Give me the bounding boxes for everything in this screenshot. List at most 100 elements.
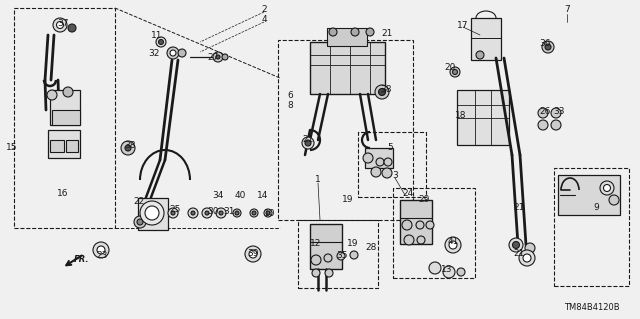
Text: 33: 33 (553, 108, 564, 116)
Circle shape (145, 206, 159, 220)
Circle shape (191, 211, 195, 215)
Circle shape (324, 254, 332, 262)
Circle shape (63, 87, 73, 97)
Text: 27: 27 (207, 54, 219, 63)
Text: 9: 9 (593, 204, 599, 212)
Circle shape (429, 262, 441, 274)
Text: 15: 15 (6, 144, 18, 152)
Text: 32: 32 (148, 49, 160, 58)
Bar (278, 40, 413, 220)
Circle shape (452, 70, 458, 75)
Text: 2: 2 (261, 5, 267, 14)
Text: 13: 13 (441, 265, 452, 275)
Circle shape (378, 88, 385, 95)
Bar (14, 8, 115, 228)
Text: 38: 38 (380, 85, 392, 94)
Bar (138, 198, 168, 230)
Circle shape (519, 250, 535, 266)
Circle shape (302, 137, 314, 149)
Circle shape (445, 237, 461, 253)
Circle shape (245, 246, 261, 262)
Text: 29: 29 (419, 196, 429, 204)
Text: 12: 12 (310, 240, 322, 249)
Bar (50, 140, 64, 152)
Bar (48, 130, 80, 158)
Circle shape (351, 28, 359, 36)
Text: 21: 21 (302, 136, 314, 145)
Circle shape (47, 90, 57, 100)
Text: 26: 26 (540, 108, 550, 116)
Circle shape (325, 269, 333, 277)
Circle shape (609, 195, 619, 205)
Bar (50, 90, 80, 125)
Text: 31: 31 (223, 206, 235, 216)
Circle shape (542, 41, 554, 53)
Circle shape (216, 208, 226, 218)
Circle shape (311, 255, 321, 265)
Circle shape (523, 254, 531, 262)
Text: 14: 14 (257, 190, 269, 199)
Circle shape (449, 241, 457, 249)
Circle shape (457, 268, 465, 276)
Circle shape (125, 145, 131, 151)
Bar (393, 188, 475, 278)
Bar (310, 42, 385, 94)
Circle shape (56, 21, 63, 28)
Text: 39: 39 (247, 249, 259, 258)
Circle shape (443, 266, 455, 278)
Circle shape (205, 211, 209, 215)
Text: 22: 22 (133, 197, 145, 206)
Circle shape (167, 47, 179, 59)
Circle shape (450, 67, 460, 77)
Text: 3: 3 (392, 170, 398, 180)
Text: 6: 6 (287, 91, 293, 100)
Text: 10: 10 (264, 209, 276, 218)
Circle shape (168, 208, 178, 218)
Circle shape (250, 209, 258, 217)
Circle shape (476, 51, 484, 59)
Bar (365, 148, 393, 168)
Circle shape (233, 209, 241, 217)
Text: 35: 35 (336, 250, 348, 259)
Bar (66, 140, 78, 152)
Text: 24: 24 (403, 189, 413, 197)
Circle shape (140, 201, 164, 225)
Circle shape (264, 209, 272, 217)
Circle shape (371, 167, 381, 177)
Circle shape (551, 120, 561, 130)
Circle shape (337, 252, 345, 260)
Bar (558, 175, 620, 215)
Circle shape (509, 238, 523, 252)
Bar (327, 28, 367, 46)
Bar (554, 168, 629, 286)
Text: 38: 38 (124, 140, 136, 150)
Circle shape (213, 52, 223, 62)
Circle shape (604, 184, 611, 191)
Circle shape (121, 141, 135, 155)
Text: 30: 30 (207, 206, 219, 216)
Circle shape (249, 250, 257, 258)
Circle shape (312, 269, 320, 277)
Bar (457, 90, 509, 145)
Circle shape (188, 208, 198, 218)
Text: 25: 25 (170, 205, 180, 214)
Circle shape (513, 241, 520, 249)
Circle shape (235, 211, 239, 215)
Text: 7: 7 (564, 5, 570, 14)
Circle shape (97, 246, 105, 254)
Circle shape (426, 221, 434, 229)
Text: 23: 23 (96, 251, 108, 261)
Text: 18: 18 (455, 110, 467, 120)
Text: 28: 28 (365, 243, 377, 253)
Circle shape (159, 40, 163, 44)
Circle shape (525, 243, 535, 253)
Circle shape (417, 236, 425, 244)
Text: 16: 16 (57, 189, 68, 197)
Circle shape (216, 55, 220, 59)
Circle shape (376, 158, 384, 166)
Circle shape (68, 24, 76, 32)
Circle shape (329, 28, 337, 36)
Text: 41: 41 (447, 236, 459, 246)
Circle shape (171, 211, 175, 215)
Text: 19: 19 (342, 196, 354, 204)
